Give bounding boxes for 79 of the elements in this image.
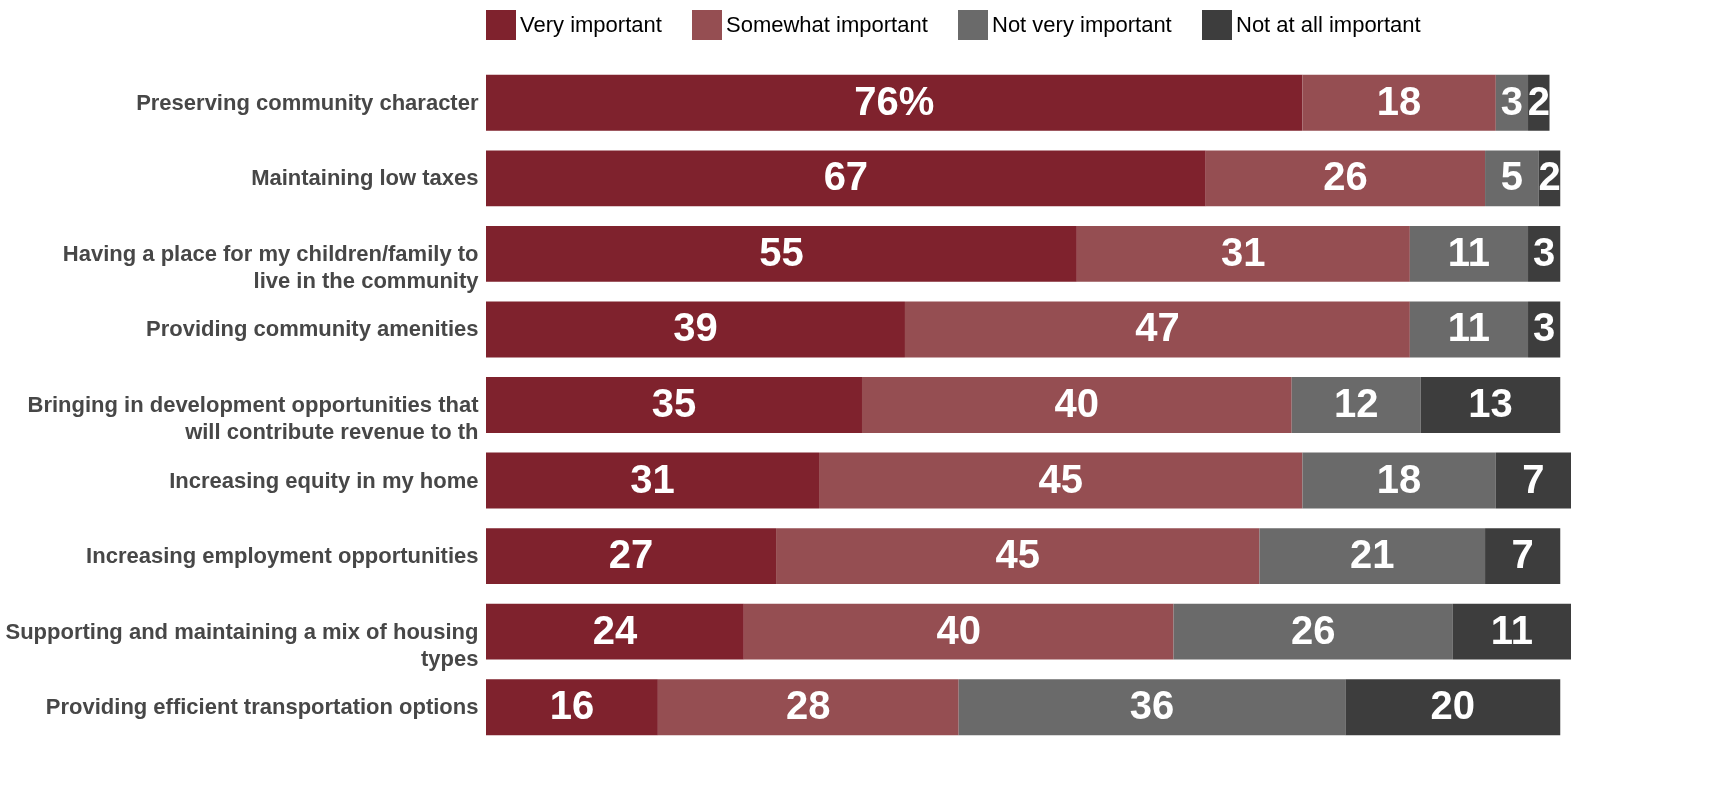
bar — [861, 377, 1292, 433]
data-label: 24 — [592, 607, 638, 652]
bar — [1259, 528, 1486, 585]
bar — [1345, 679, 1561, 736]
data-label: 40 — [936, 607, 981, 652]
data-label: 18 — [1376, 456, 1422, 501]
bar — [486, 603, 744, 660]
data-label: 35 — [651, 381, 697, 425]
data-label: 76% — [854, 78, 935, 123]
bar — [1420, 377, 1561, 433]
data-label: 7 — [1511, 532, 1534, 577]
bar — [743, 603, 1174, 660]
data-label: 40 — [1054, 381, 1100, 425]
y-tick-label: Providing efficient transportation options — [45, 694, 479, 720]
data-label: 3 — [1533, 229, 1556, 274]
bar — [1302, 452, 1496, 509]
y-tick-label: Supporting and maintaining a mix of housing types — [5, 618, 479, 671]
data-label: 26 — [1323, 154, 1368, 199]
bar — [1173, 603, 1453, 660]
y-tick-label: Increasing employment opportunities — [86, 543, 479, 569]
data-label: 2 — [1538, 154, 1561, 199]
bar — [486, 225, 1077, 282]
bar — [657, 679, 959, 736]
data-label: 39 — [673, 305, 718, 350]
bar — [1409, 225, 1529, 282]
data-label: 21 — [1350, 532, 1395, 577]
bar — [486, 528, 777, 585]
data-label: 31 — [1221, 229, 1266, 274]
y-tick-label: Maintaining low taxes — [251, 165, 479, 191]
bar — [1205, 150, 1486, 207]
legend-label: Not at all important — [1236, 12, 1421, 37]
data-label: 45 — [1038, 456, 1083, 501]
data-label: 11 — [1447, 305, 1491, 350]
y-tick-label: Providing community amenities — [145, 316, 479, 342]
data-label: 11 — [1490, 607, 1534, 652]
legend-label: Somewhat important — [726, 12, 928, 37]
data-label: 11 — [1447, 229, 1491, 274]
bar — [1495, 452, 1571, 509]
bar — [486, 377, 862, 433]
data-label: 36 — [1129, 683, 1175, 728]
data-label: 55 — [759, 229, 804, 274]
bar — [486, 679, 658, 736]
y-tick-label: Bringing in development opportunities that will contribute revenue to th — [27, 392, 480, 444]
bar — [486, 301, 905, 358]
bar — [958, 679, 1346, 736]
bar — [486, 452, 820, 509]
bar — [776, 528, 1260, 585]
data-label: 2 — [1527, 78, 1550, 123]
data-label: 16 — [549, 683, 595, 728]
bar — [819, 452, 1303, 509]
data-label: 12 — [1333, 381, 1379, 425]
data-label: 7 — [1522, 456, 1545, 501]
data-label: 27 — [608, 532, 654, 577]
data-label: 5 — [1500, 154, 1524, 199]
legend-label: Very important — [520, 12, 662, 37]
data-label: 13 — [1468, 381, 1513, 425]
data-label: 3 — [1533, 305, 1556, 350]
bar — [904, 301, 1410, 358]
bar — [1302, 74, 1496, 131]
bar — [1291, 377, 1421, 433]
bar — [486, 74, 1303, 131]
bar — [1485, 528, 1561, 585]
data-label: 26 — [1290, 607, 1336, 652]
bar — [1409, 301, 1529, 358]
y-tick-label: Having a place for my children/family to live in the community — [62, 240, 480, 293]
bar — [486, 150, 1206, 207]
y-tick-label: Increasing equity in my home — [169, 467, 479, 493]
y-tick-label: Preserving community character — [136, 89, 479, 115]
bar — [1076, 225, 1410, 282]
data-label: 18 — [1376, 78, 1422, 123]
data-label: 20 — [1430, 683, 1476, 728]
legend-label: Not very important — [992, 12, 1172, 37]
bar — [1452, 603, 1571, 660]
data-label: 67 — [823, 154, 869, 199]
data-label: 28 — [786, 683, 831, 728]
data-label: 47 — [1135, 305, 1180, 350]
data-label: 3 — [1500, 78, 1524, 123]
data-label: 45 — [995, 532, 1041, 577]
data-label: 31 — [630, 456, 675, 501]
